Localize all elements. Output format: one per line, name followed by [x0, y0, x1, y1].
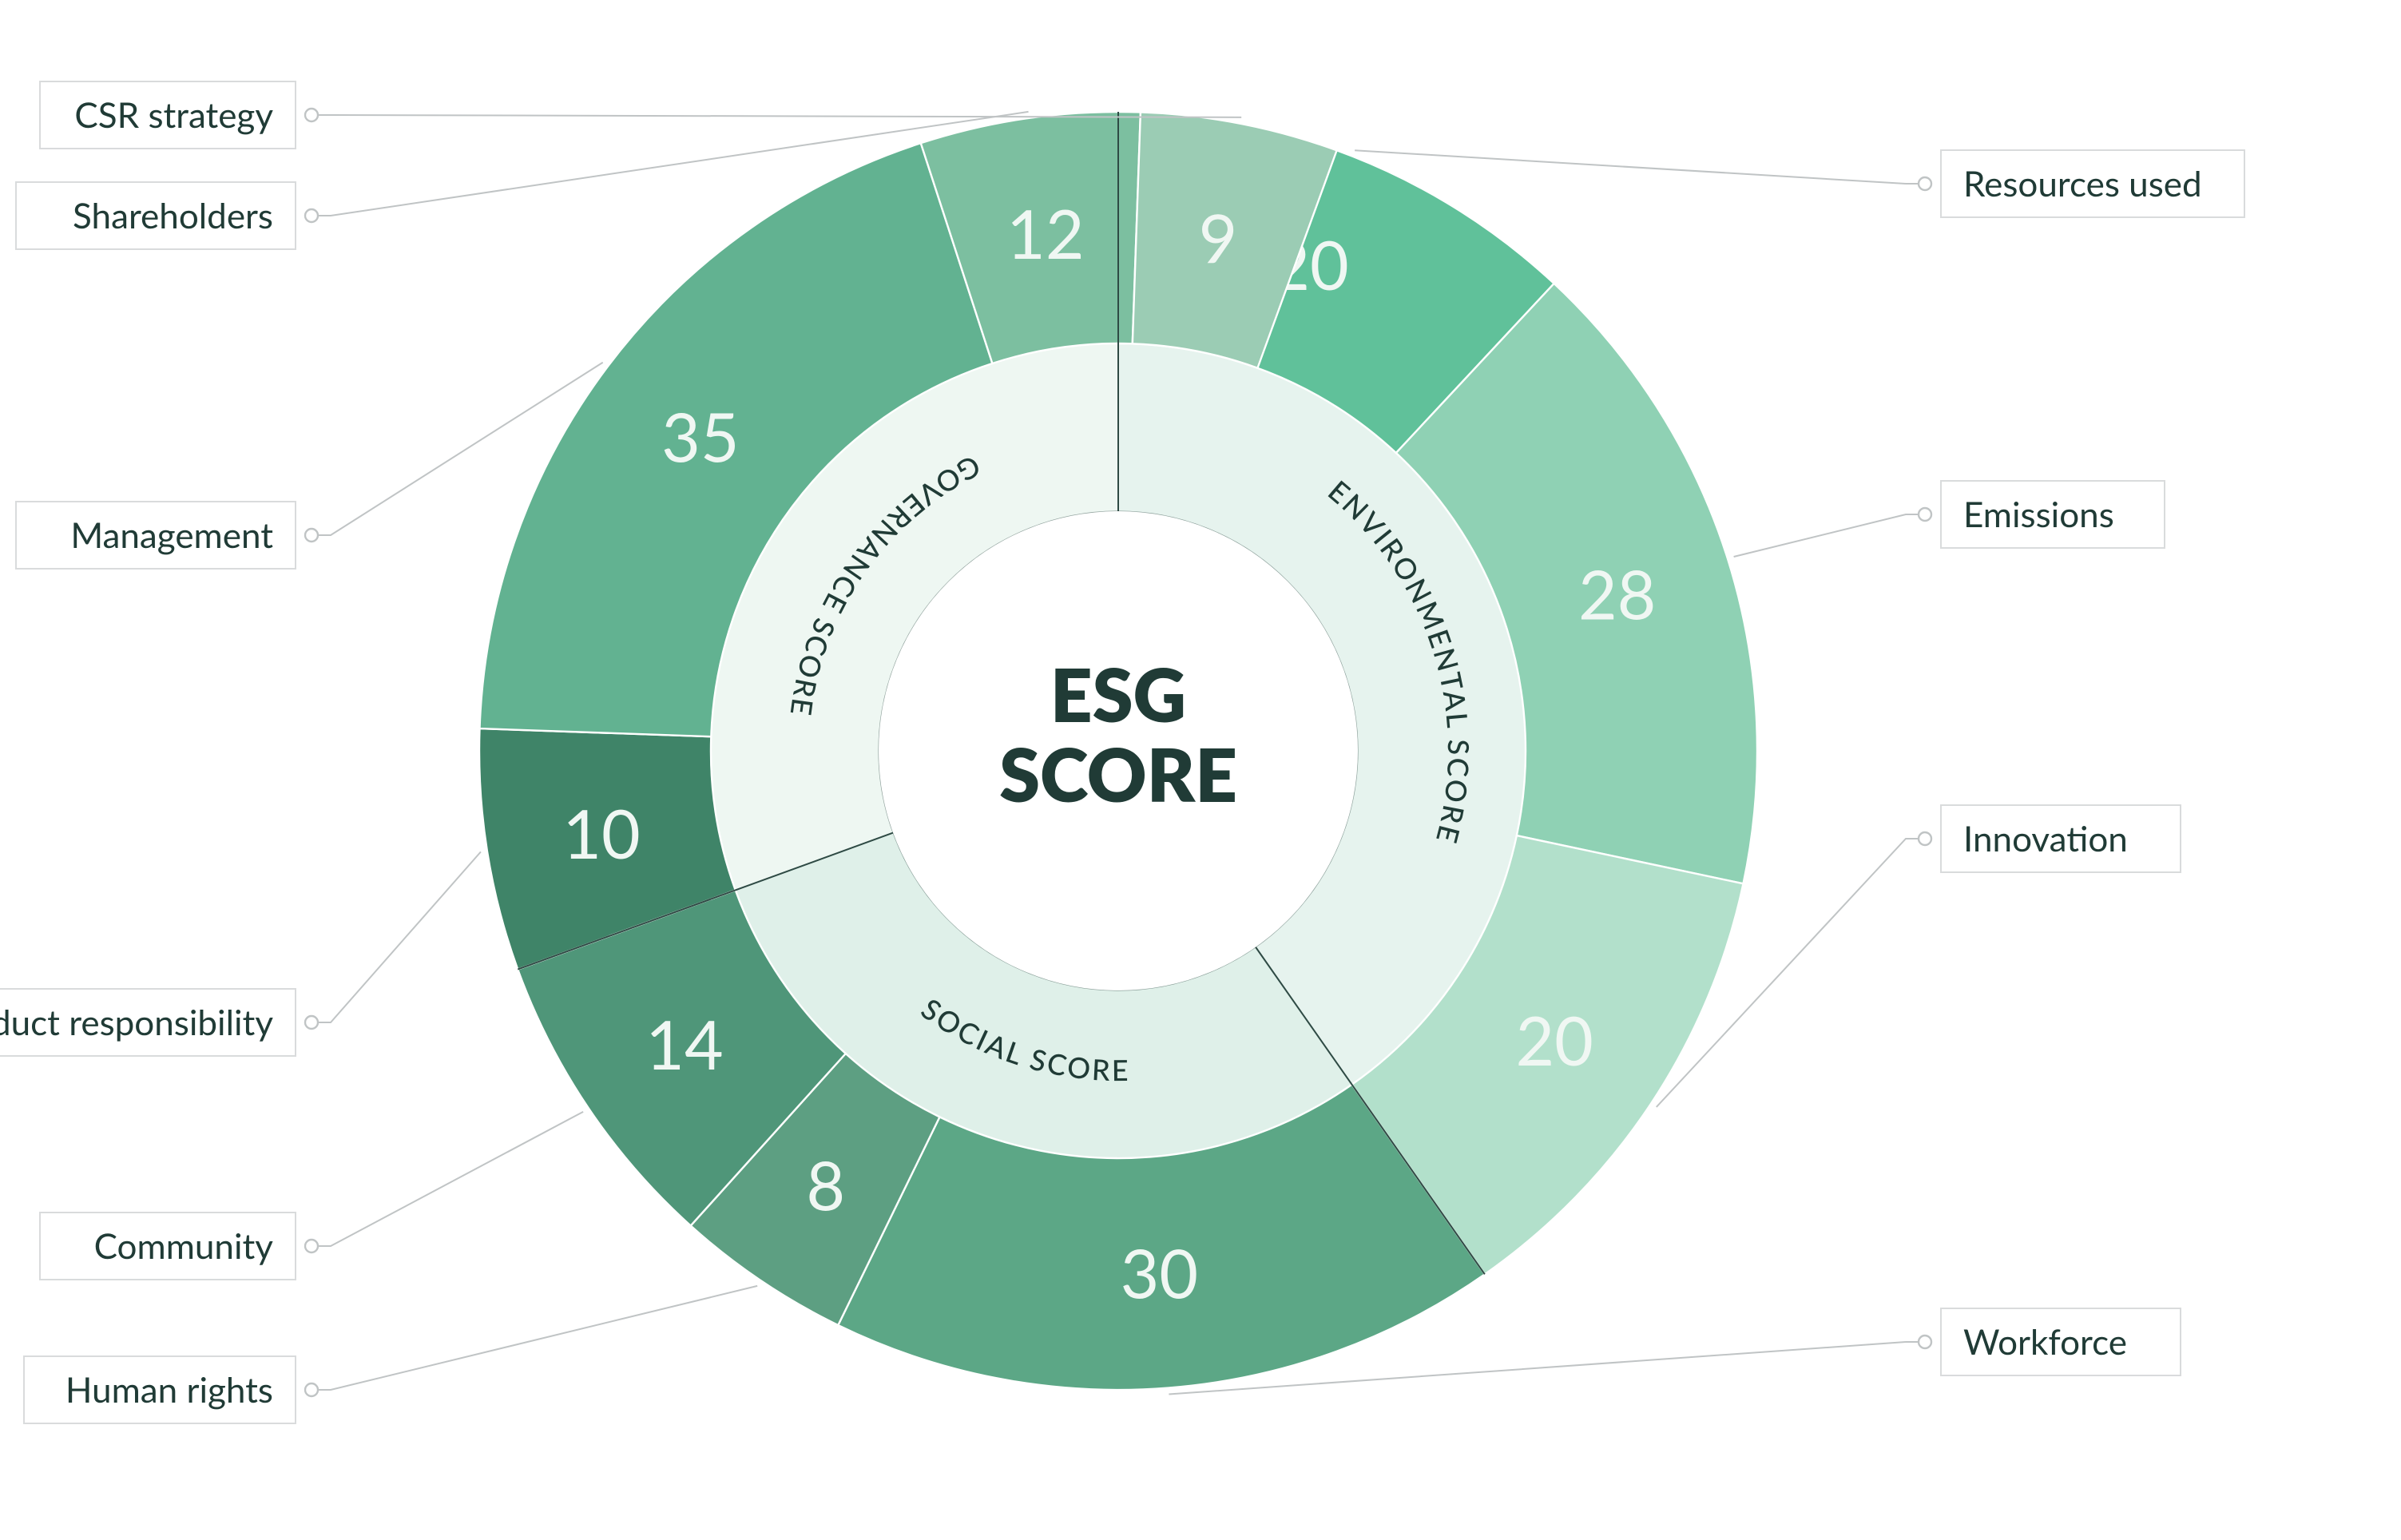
- callout-label-shareholders: Shareholders: [73, 195, 273, 236]
- leader-resources: [1355, 150, 1925, 184]
- segment-value-emissions: 28: [1578, 554, 1656, 634]
- leader-dot-workforce: [1919, 1336, 1931, 1348]
- callout-label-community: Community: [94, 1225, 274, 1267]
- callout-label-productresp: Product responsibility: [0, 1002, 273, 1043]
- leader-productresp: [312, 851, 481, 1022]
- callout-label-resources: Resources used: [1963, 163, 2202, 204]
- callout-label-humanrights: Human rights: [65, 1369, 273, 1411]
- segment-value-management: 35: [661, 395, 739, 476]
- leader-community: [312, 1112, 583, 1246]
- callout-label-workforce: Workforce: [1963, 1321, 2127, 1363]
- leader-dot-csr: [305, 109, 318, 121]
- leader-dot-emissions: [1919, 508, 1931, 521]
- segment-value-workforce: 30: [1121, 1232, 1198, 1312]
- segment-value-productresp: 10: [562, 792, 640, 873]
- center-title-line1: ESG: [1050, 649, 1186, 738]
- segment-value-csr: 9: [1199, 197, 1238, 278]
- leader-dot-productresp: [305, 1016, 318, 1029]
- leader-dot-innovation: [1919, 832, 1931, 845]
- leader-dot-shareholders: [305, 209, 318, 222]
- esg-sunburst-svg: ENVIRONMENTAL SCORESOCIAL SCOREGOVERNANC…: [0, 0, 2401, 1540]
- segment-value-community: 14: [645, 1003, 723, 1084]
- callout-label-emissions: Emissions: [1963, 494, 2114, 535]
- callout-label-csr: CSR strategy: [74, 94, 273, 136]
- leader-emissions: [1734, 514, 1925, 557]
- leader-dot-community: [305, 1240, 318, 1252]
- segment-value-innovation: 20: [1515, 999, 1593, 1080]
- leader-dot-humanrights: [305, 1383, 318, 1396]
- callout-label-innovation: Innovation: [1963, 818, 2128, 859]
- esg-sunburst-chart: ENVIRONMENTAL SCORESOCIAL SCOREGOVERNANC…: [0, 0, 2401, 1540]
- leader-dot-management: [305, 529, 318, 542]
- callout-label-management: Management: [70, 514, 273, 556]
- leader-humanrights: [312, 1286, 757, 1390]
- segment-value-shareholders: 12: [1006, 192, 1084, 273]
- segment-value-humanrights: 8: [806, 1145, 845, 1225]
- center-title-line2: SCORE: [999, 729, 1237, 818]
- leader-dot-resources: [1919, 177, 1931, 190]
